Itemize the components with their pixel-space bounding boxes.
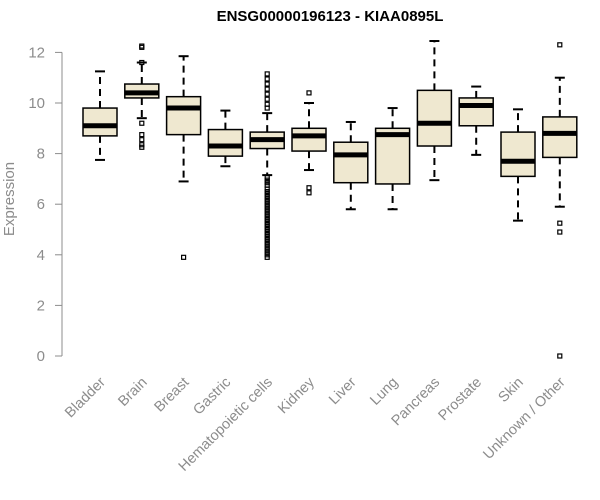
iqr-box (416, 89, 453, 147)
outlier-point (139, 144, 145, 150)
x-label-bladder: Bladder (62, 374, 109, 421)
x-label-kidney: Kidney (275, 374, 318, 417)
outlier-point (264, 81, 270, 87)
outlier-point (181, 254, 187, 260)
outlier-point (264, 91, 270, 97)
outlier-point (557, 229, 563, 235)
y-tick-label-4: 4 (37, 247, 45, 264)
plot-area (82, 40, 578, 359)
iqr-box (458, 97, 494, 127)
box-unknown-other (542, 42, 578, 359)
box-pancreas (416, 40, 453, 182)
outlier-point (557, 42, 563, 48)
outlier-point (139, 120, 145, 126)
iqr-box (82, 107, 118, 137)
box-brain (124, 43, 160, 150)
iqr-box (542, 116, 578, 159)
x-label-lung: Lung (367, 375, 401, 409)
y-tick-label-10: 10 (28, 95, 45, 112)
outlier-point (557, 353, 563, 359)
outlier-point (264, 96, 270, 102)
x-label-liver: Liver (326, 374, 360, 408)
box-liver (333, 120, 369, 211)
box-kidney (291, 90, 327, 196)
outlier-point (139, 43, 145, 49)
x-label-prostate: Prostate (436, 375, 485, 424)
outlier-point (139, 132, 145, 138)
iqr-box (291, 127, 327, 152)
box-prostate (458, 85, 494, 156)
outlier-point (264, 76, 270, 82)
y-tick-label-12: 12 (28, 44, 45, 61)
box-skin (500, 108, 536, 222)
y-axis-label: Expression (1, 162, 18, 236)
y-tick-label-0: 0 (37, 348, 45, 365)
outlier-point (306, 190, 312, 196)
y-axis: 0 2 4 6 8 10 12 (28, 44, 63, 365)
iqr-box (374, 127, 411, 185)
outlier-point (139, 44, 145, 50)
outlier-point (306, 90, 312, 96)
box-gastric (207, 109, 244, 168)
chart-title: ENSG00000196123 - KIAA0895L (217, 8, 444, 25)
y-tick-label-6: 6 (37, 196, 45, 213)
outlier-point (557, 220, 563, 226)
box-breast (165, 55, 202, 260)
y-tick-label-8: 8 (37, 146, 45, 163)
iqr-box (207, 128, 244, 157)
box-hematopoietic-cells (249, 71, 285, 260)
outlier-point (264, 71, 270, 77)
outlier-point (264, 105, 270, 111)
x-label-breast: Breast (151, 375, 192, 416)
outlier-point (264, 86, 270, 92)
x-label-skin: Skin (496, 375, 527, 406)
y-tick-label-2: 2 (37, 297, 45, 314)
iqr-box (500, 131, 536, 178)
iqr-box (165, 95, 202, 136)
box-bladder (82, 70, 118, 161)
outlier-point (139, 59, 145, 66)
x-label-brain: Brain (115, 375, 150, 410)
iqr-box (333, 141, 369, 184)
outlier-point (139, 137, 145, 143)
outlier-point (306, 185, 312, 191)
box-lung (374, 107, 411, 211)
outlier-point (264, 254, 270, 260)
